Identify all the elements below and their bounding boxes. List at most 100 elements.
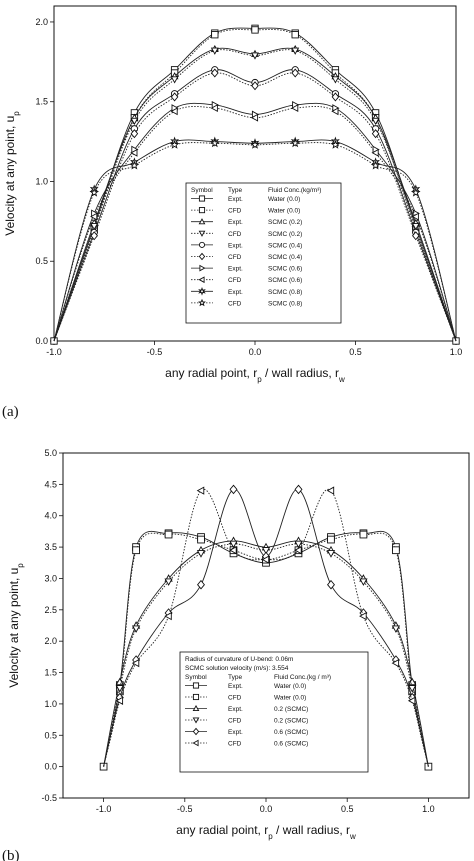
data-point-s3-7 [331,76,340,84]
data-point-s5-3 [164,611,172,621]
data-point-s5-9 [359,611,367,621]
y-tick-label: 0.0 [35,336,48,346]
legend-conc-0: Water (0.0) [274,683,306,690]
data-point-s1-5 [251,26,259,34]
legend-header-2: Fluid Conc.(kg / m³) [274,674,331,681]
legend-type-5: CFD [228,254,242,261]
legend-header-1: Type [228,187,242,194]
y-tick-label: 0.5 [35,256,48,266]
legend-conc-5: SCMC (0.4) [268,254,302,261]
legend-conc-8: SCMC (0.8) [268,289,302,296]
x-tick-label: 0.5 [341,804,354,814]
data-point-s3-4 [210,47,219,55]
legend-conc-2: 0.2 (SCMC) [274,706,308,713]
y-tick-label: 2.5 [44,605,57,615]
data-point-s9-8 [370,160,381,170]
x-tick-label: -1.0 [96,804,112,814]
data-point-s5-4 [196,486,205,495]
legend-type-0: Expt. [228,196,243,203]
y-tick-label: 3.5 [44,542,57,552]
data-point-s9-7 [330,139,341,149]
data-point-s2-1 [115,677,124,686]
legend-conc-4: SCMC (0.4) [268,242,302,249]
data-point-s3-3 [170,76,179,84]
legend-marker-0 [198,195,206,202]
legend-conc-2: SCMC (0.2) [268,219,302,226]
data-point-s3-10 [391,625,401,633]
data-point-s3-5 [251,52,259,60]
data-point-s9-5 [250,139,260,149]
data-point-s9-9 [411,187,421,197]
data-point-s5-7 [331,92,340,102]
y-axis-label: Velocity at any point, up [7,563,25,688]
x-tick-label: -0.5 [177,804,193,814]
legend-conc-9: SCMC (0.8) [268,300,302,307]
data-point-s7-1 [90,212,98,221]
y-tick-label: 2.0 [44,636,57,646]
legend-type-4: Expt. [228,242,243,249]
y-tick-label: 5.0 [44,448,57,458]
data-point-s0-12 [424,762,433,771]
legend-conc-0: Water (0.0) [268,196,300,203]
data-point-s5-5 [251,81,259,91]
legend-marker-2 [198,218,206,225]
legend-marker-7 [198,276,205,284]
data-point-s3-8 [371,117,380,126]
x-tick-label: -1.0 [46,347,62,357]
data-point-s4-7 [294,484,303,495]
legend-marker-2 [192,704,200,712]
data-point-s7-8 [371,148,379,157]
legend-type-3: CFD [228,231,242,238]
legend-type-2: Expt. [228,219,243,226]
data-point-s5-8 [326,486,335,495]
chart-b: -1.0 -0.5 0.0 0.5 1.0 -0.5 0.0 0.5 1.0 1.5 2.0 2.5 3… [7,448,470,841]
y-axis-label: Velocity at any point, up [3,111,21,236]
data-point-s9-3 [169,139,180,149]
y-tick-label: 1.0 [35,176,48,186]
data-point-s5-11 [407,696,416,705]
x-tick-label: 1.0 [450,347,463,357]
data-point-s3-4 [196,550,206,558]
legend-marker-4 [198,241,206,248]
legend-marker-1 [192,693,200,701]
data-point-s3-6 [261,547,271,555]
data-point-s3-2 [131,625,141,633]
data-point-s3-9 [411,223,420,231]
data-point-s3-8 [326,550,336,558]
legend-marker-0 [192,682,200,689]
legend-marker-9 [198,298,206,307]
legend-conc-5: 0.6 (SCMC) [274,741,308,748]
data-point-s7-5 [250,113,259,122]
legend: Radius of curvature of U-bend: 0.06m SCMC… [179,651,369,773]
data-point-s1-4 [211,31,219,39]
data-point-s7-3 [170,107,178,116]
legend-header-1: Type [228,674,242,681]
legend-type-5: CFD [228,741,242,748]
data-point-s5-8 [371,129,380,139]
data-point-s7-2 [130,148,138,157]
y-tick-label: 0.5 [44,730,57,740]
legend-type-4: Expt. [228,729,243,736]
data-point-s7-6 [291,104,299,113]
x-tick-label: 0.0 [260,804,273,814]
data-point-s5-9 [412,231,420,241]
x-axis-label: any radial point, rp / wall radius, rw [176,823,356,841]
x-axis-label: any radial point, rp / wall radius, rw [165,366,345,384]
data-point-s3-9 [359,578,368,586]
data-point-s3-7 [294,540,303,549]
panel-label-a: (a) [2,404,19,420]
y-tick-label: 2.0 [35,17,48,27]
legend-marker-6 [199,264,206,272]
data-point-s5-1 [115,696,124,705]
legend-conc-3: SCMC (0.2) [268,231,302,238]
legend-marker-3 [192,717,200,724]
data-point-s5-7 [294,546,302,555]
x-tick-label: 0.5 [349,347,362,357]
legend-conc-7: SCMC (0.6) [268,277,302,284]
data-point-s5-5 [229,546,237,555]
legend-header-0: Symbol [191,187,213,194]
legend-type-9: CFD [228,300,242,307]
legend-header-0: Symbol [185,674,207,681]
legend-conc-6: SCMC (0.6) [268,266,302,273]
legend-marker-8 [198,286,206,296]
